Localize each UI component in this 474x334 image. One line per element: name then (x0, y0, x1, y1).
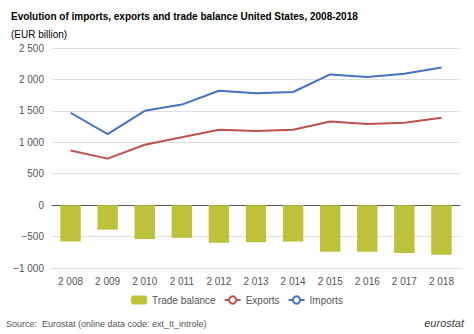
svg-text:2 012: 2 012 (206, 276, 231, 287)
svg-text:2 011: 2 011 (170, 276, 195, 287)
svg-text:2 009: 2 009 (95, 276, 120, 287)
svg-text:−500: −500 (21, 231, 44, 242)
svg-text:Trade balance: Trade balance (152, 295, 216, 306)
svg-text:2 000: 2 000 (19, 74, 44, 85)
svg-text:2 013: 2 013 (243, 276, 268, 287)
svg-text:2 015: 2 015 (318, 276, 343, 287)
svg-text:Source: Eurostat (online data: Source: Eurostat (online data code: ext_… (6, 319, 207, 329)
svg-text:(EUR billion): (EUR billion) (11, 29, 67, 40)
svg-text:1 500: 1 500 (19, 105, 44, 116)
svg-text:Evolution of imports, exports: Evolution of imports, exports and trade … (11, 11, 358, 22)
svg-text:2 500: 2 500 (19, 43, 44, 54)
svg-text:500: 500 (27, 168, 44, 179)
svg-text:2 018: 2 018 (429, 276, 454, 287)
svg-text:Exports: Exports (246, 295, 280, 306)
svg-text:2 014: 2 014 (281, 276, 306, 287)
svg-text:1 000: 1 000 (19, 137, 44, 148)
svg-text:−1 000: −1 000 (13, 263, 44, 274)
svg-text:2 010: 2 010 (132, 276, 157, 287)
svg-text:Imports: Imports (310, 295, 343, 306)
svg-text:eurostat: eurostat (424, 317, 465, 329)
svg-text:2 017: 2 017 (392, 276, 417, 287)
svg-text:2 008: 2 008 (58, 276, 83, 287)
svg-text:0: 0 (38, 200, 44, 211)
svg-text:2 016: 2 016 (355, 276, 380, 287)
